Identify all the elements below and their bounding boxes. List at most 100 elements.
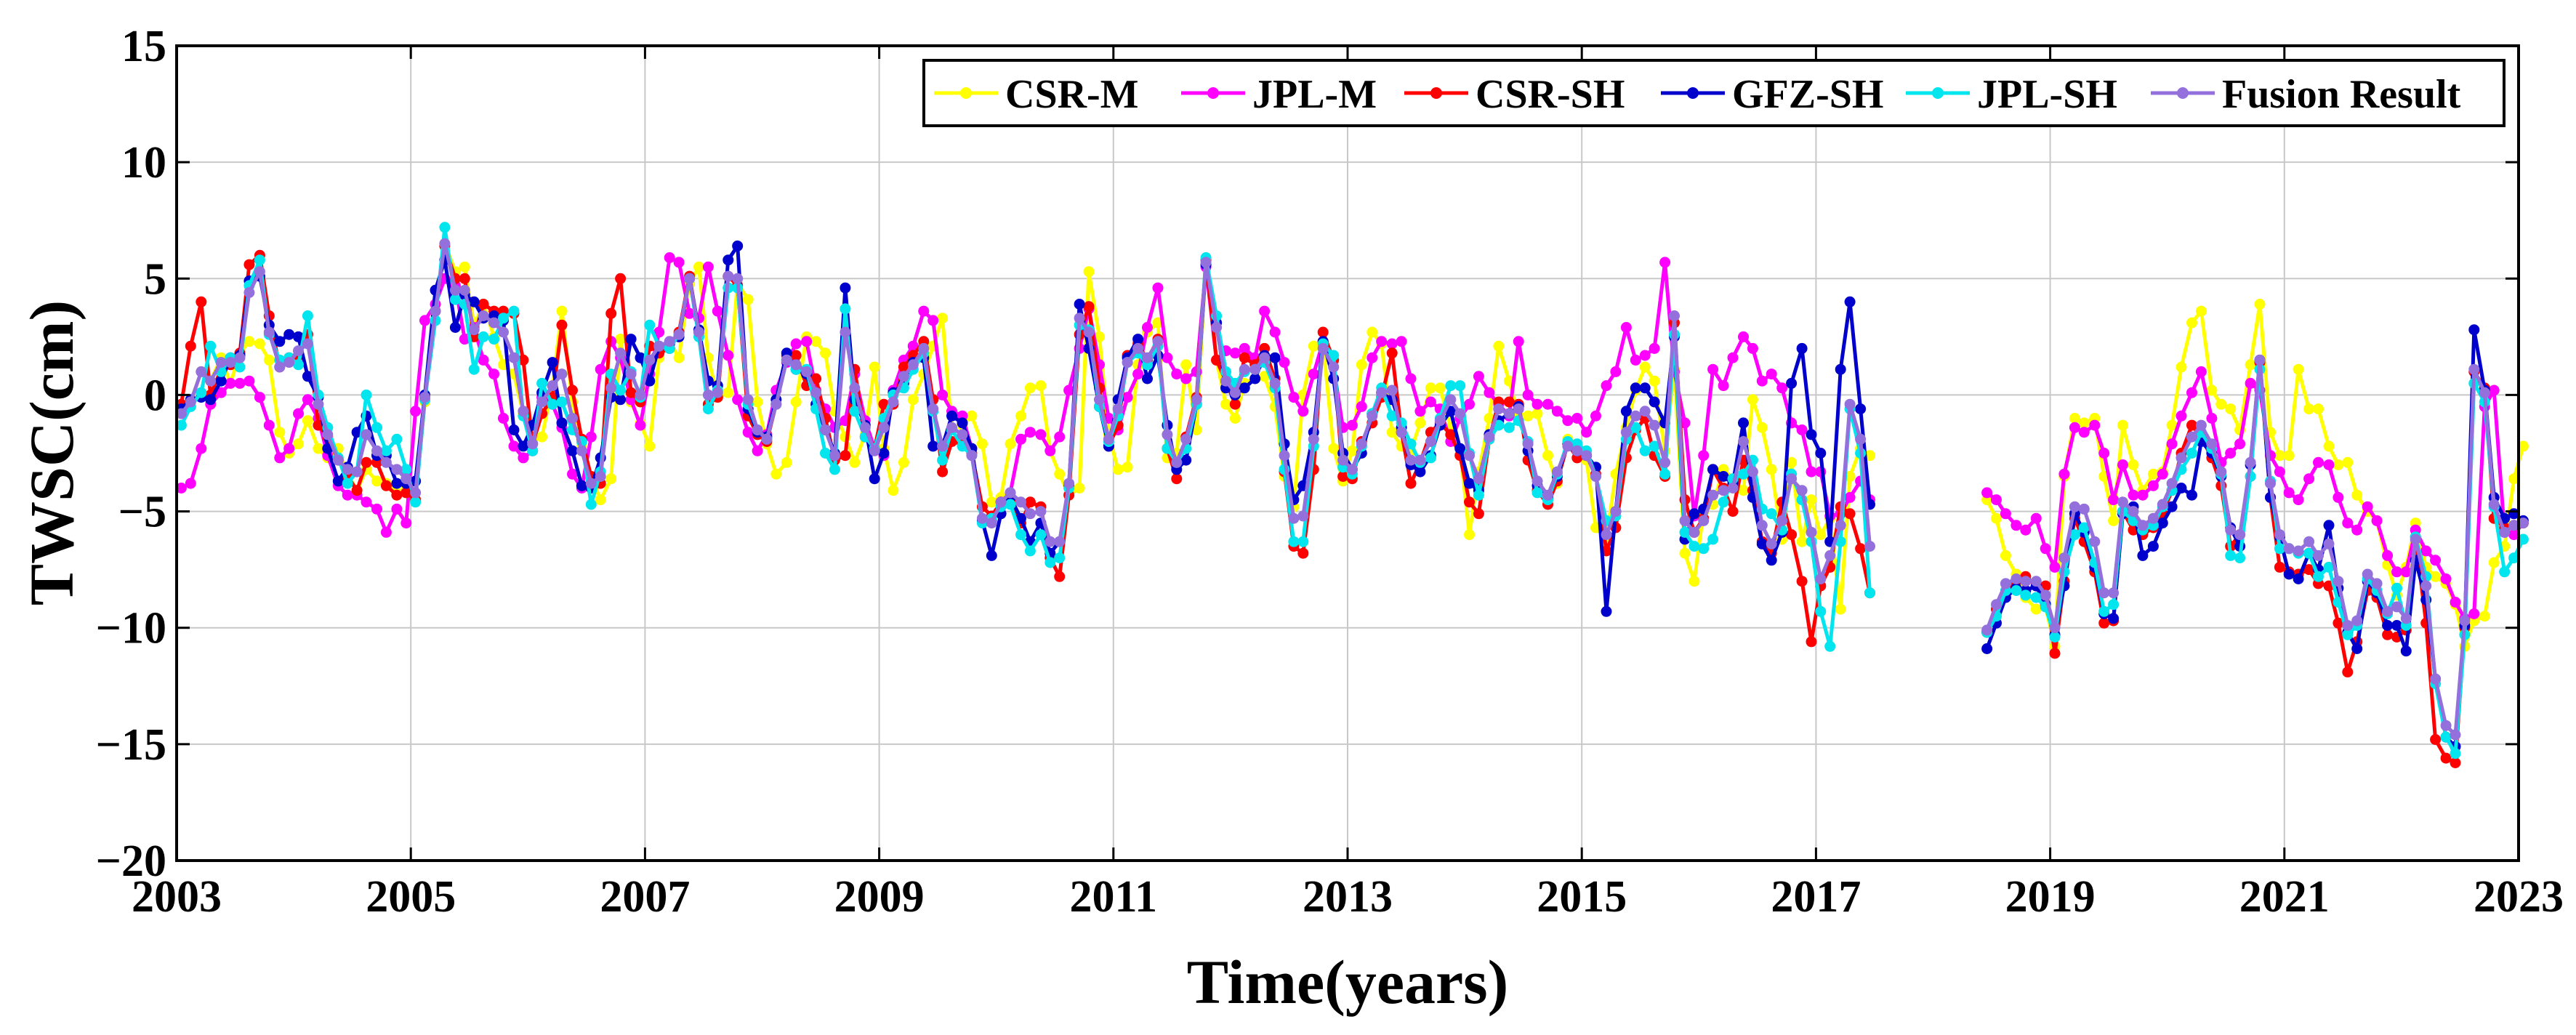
data-point-csr-m [2225, 403, 2237, 415]
data-point-fusion-result [732, 273, 744, 284]
data-point-jpl-sh [2440, 731, 2452, 743]
data-point-gfz-sh [1180, 454, 1192, 466]
data-point-jpl-sh [849, 406, 861, 417]
data-point-fusion-result [1200, 257, 1212, 268]
data-point-csr-sh [840, 450, 851, 462]
data-point-jpl-m [1054, 431, 1066, 443]
data-point-csr-m [1679, 547, 1691, 559]
data-point-gfz-sh [293, 331, 304, 342]
data-point-fusion-result [1649, 419, 1660, 431]
data-point-csr-sh [1445, 429, 1457, 440]
data-point-fusion-result [684, 273, 696, 284]
data-point-fusion-result [653, 340, 665, 352]
data-point-jpl-sh [1639, 445, 1651, 456]
data-point-gfz-sh [2137, 549, 2149, 561]
data-point-csr-m [1112, 464, 1124, 475]
data-point-csr-sh [1211, 354, 1223, 366]
data-point-csr-m [1074, 483, 1085, 494]
data-point-fusion-result [1542, 489, 1553, 501]
data-point-gfz-sh [302, 371, 313, 382]
y-tick-label: 15 [121, 22, 166, 71]
data-point-fusion-result [1414, 454, 1426, 466]
data-point-fusion-result [243, 287, 255, 298]
data-point-csr-m [1639, 361, 1651, 373]
data-point-gfz-sh [576, 480, 587, 491]
data-point-fusion-result [2206, 438, 2218, 450]
data-point-fusion-result [2254, 354, 2266, 366]
data-point-csr-m [2430, 571, 2442, 582]
data-point-csr-m [887, 485, 899, 496]
data-point-fusion-result [1328, 361, 1340, 373]
data-point-jpl-m [2430, 555, 2442, 566]
data-point-csr-m [2293, 363, 2304, 375]
data-point-csr-m [536, 431, 548, 443]
data-point-fusion-result [946, 422, 957, 433]
data-point-fusion-result [840, 326, 851, 338]
data-point-jpl-m [1396, 336, 1407, 347]
data-point-fusion-result [1094, 394, 1105, 406]
data-point-fusion-result [283, 357, 295, 369]
data-point-jpl-m [2323, 459, 2335, 470]
data-point-fusion-result [371, 445, 382, 456]
data-point-fusion-result [2186, 431, 2197, 443]
data-point-jpl-sh [1738, 468, 1749, 480]
data-point-fusion-result [2323, 538, 2335, 549]
data-point-fusion-result [1738, 436, 1749, 447]
data-point-jpl-m [1806, 466, 1817, 478]
data-point-csr-m [849, 456, 861, 468]
data-point-jpl-m [1132, 369, 1144, 380]
data-point-fusion-result [1630, 410, 1641, 422]
data-point-csr-m [1747, 394, 1758, 406]
data-point-fusion-result [2011, 573, 2022, 584]
data-point-jpl-m [380, 526, 392, 538]
data-point-fusion-result [1445, 394, 1457, 406]
data-point-fusion-result [488, 317, 500, 329]
data-point-fusion-result [1376, 387, 1388, 398]
data-point-csr-sh [1337, 471, 1349, 482]
data-point-jpl-m [1473, 371, 1484, 382]
data-point-fusion-result [2108, 587, 2120, 599]
data-point-jpl-m [1659, 257, 1671, 268]
data-point-jpl-m [1620, 322, 1632, 333]
data-point-fusion-result [1815, 573, 1827, 584]
data-point-jpl-sh [1015, 529, 1026, 541]
data-point-csr-m [810, 336, 822, 347]
data-point-gfz-sh [2391, 620, 2402, 631]
data-point-fusion-result [2234, 529, 2246, 541]
data-point-fusion-result [1249, 363, 1261, 375]
data-point-jpl-m [1152, 282, 1164, 294]
data-point-fusion-result [761, 433, 773, 445]
data-point-fusion-result [2468, 363, 2480, 375]
data-point-gfz-sh [1074, 299, 1085, 310]
data-point-fusion-result [770, 398, 782, 410]
data-point-jpl-m [2040, 543, 2051, 555]
data-point-fusion-result [1610, 506, 1622, 518]
data-point-fusion-result [1337, 454, 1349, 466]
data-point-fusion-result [898, 371, 909, 382]
data-point-csr-sh [2049, 648, 2061, 659]
data-point-fusion-result [2313, 549, 2324, 561]
data-point-fusion-result [2430, 673, 2442, 685]
data-point-csr-sh [1473, 508, 1484, 520]
data-point-fusion-result [2128, 506, 2139, 518]
data-point-jpl-m [1356, 400, 1367, 412]
data-point-fusion-result [1308, 433, 1319, 445]
data-point-csr-m [966, 410, 978, 422]
data-point-gfz-sh [215, 375, 227, 387]
data-point-csr-m [1229, 413, 1241, 424]
data-point-jpl-m [1259, 305, 1271, 317]
data-point-csr-m [2186, 317, 2197, 329]
data-point-fusion-result [361, 429, 372, 440]
data-point-fusion-result [234, 352, 246, 363]
data-point-fusion-result [878, 422, 890, 433]
data-point-csr-m [2069, 413, 2080, 424]
data-point-csr-sh [1464, 496, 1475, 508]
data-point-jpl-m [1279, 357, 1290, 369]
data-point-jpl-sh [2313, 571, 2324, 582]
data-point-fusion-result [2147, 512, 2159, 524]
data-point-gfz-sh [391, 478, 403, 489]
y-tick-label: 0 [144, 371, 166, 420]
data-point-gfz-sh [205, 394, 217, 406]
data-point-csr-sh [1083, 301, 1095, 313]
